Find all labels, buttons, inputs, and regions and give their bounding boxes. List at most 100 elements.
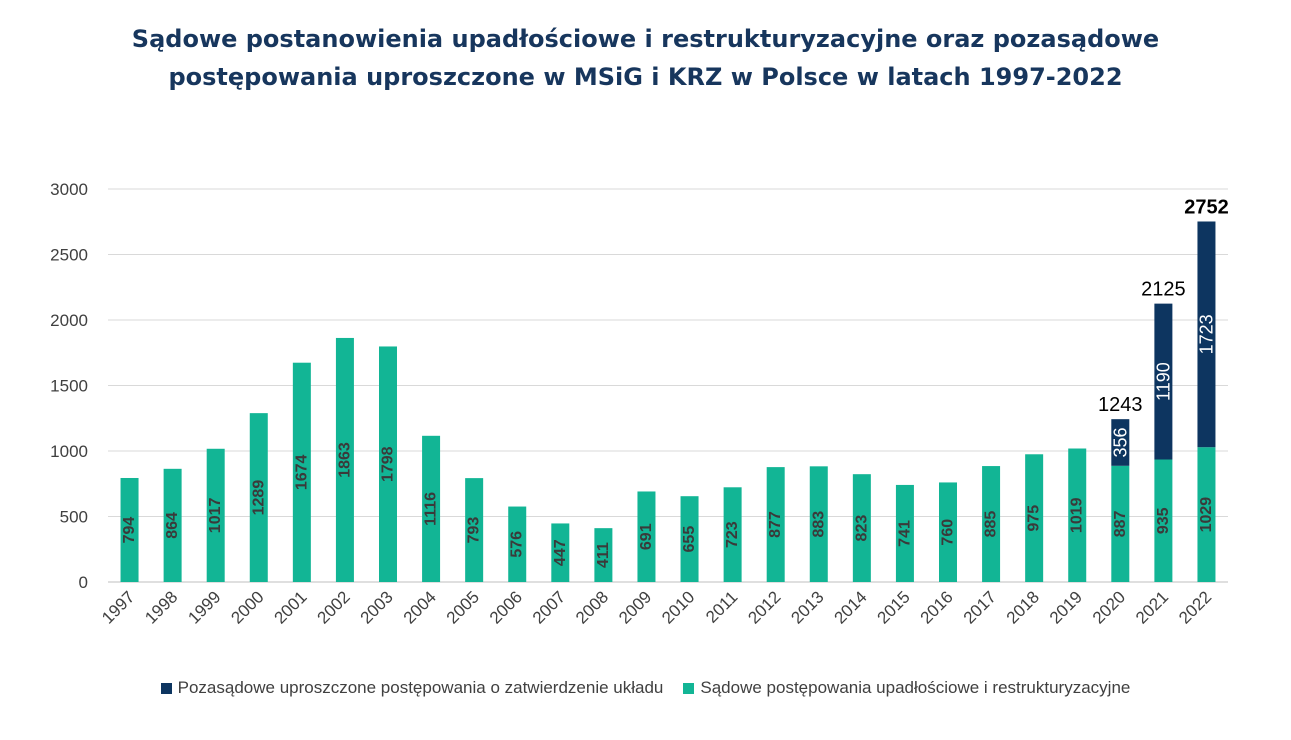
data-label-court: 741 <box>896 520 913 547</box>
data-label-court: 1289 <box>250 480 267 516</box>
bar-court <box>335 337 354 582</box>
bar-court <box>379 346 397 582</box>
x-tick-label: 2002 <box>314 587 354 627</box>
bar-court <box>508 506 527 582</box>
data-label-court: 447 <box>552 539 569 566</box>
data-label-court: 823 <box>853 515 870 542</box>
legend-label-court: Sądowe postępowania upadłościowe i restr… <box>700 678 1131 697</box>
data-label-court: 655 <box>681 526 698 553</box>
x-tick-label: 2006 <box>486 587 526 627</box>
data-label-court: 935 <box>1155 507 1172 534</box>
bar-court <box>594 528 613 582</box>
data-label-court: 883 <box>810 511 827 538</box>
bar-court <box>766 467 785 582</box>
bar-court <box>637 491 656 582</box>
y-tick-label: 3000 <box>50 180 88 199</box>
bar-court <box>852 474 871 582</box>
bar-court <box>982 466 1001 582</box>
bar-chart: 0 500 1000 1500 2000 2500 3000 794 864 1017 1289 1… <box>50 180 1229 628</box>
x-tick-label: 2000 <box>227 587 267 627</box>
bar-court <box>723 487 742 582</box>
bar-court <box>206 448 225 582</box>
data-label-court: 1019 <box>1069 497 1086 533</box>
y-tick-label: 2500 <box>50 246 88 265</box>
x-tick-label: 2016 <box>917 587 957 627</box>
legend-item-out-of-court[interactable]: Pozasądowe uproszczone postępowania o za… <box>160 678 664 698</box>
y-tick-label: 500 <box>60 508 88 527</box>
data-label-court: 1029 <box>1198 497 1215 533</box>
data-label-court: 691 <box>638 523 655 550</box>
x-tick-label: 2001 <box>270 587 310 627</box>
data-label-court: 1116 <box>423 492 440 526</box>
bars: 794 864 1017 1289 1674 1863 1798 1116 793 576 447 4… <box>120 196 1229 582</box>
x-tick-label: 2011 <box>702 587 741 626</box>
bar-court <box>680 496 699 582</box>
data-label-court: 1674 <box>293 454 310 490</box>
data-label-out-of-court: 356 <box>1110 427 1130 457</box>
x-tick-label: 2013 <box>787 587 827 627</box>
legend-label-out-of-court: Pozasądowe uproszczone postępowania o za… <box>177 678 664 697</box>
x-tick-label: 2022 <box>1175 587 1215 627</box>
x-tick-label: 2009 <box>615 587 655 627</box>
x-tick-label: 2003 <box>357 587 397 627</box>
data-label-court: 1798 <box>380 446 397 482</box>
total-label: 2125 <box>1141 279 1186 301</box>
x-tick-label: 2021 <box>1132 587 1172 627</box>
bar-court <box>1154 459 1173 582</box>
data-label-out-of-court: 1190 <box>1153 362 1173 401</box>
bar-out-of-court <box>1111 419 1130 466</box>
chart-title-line-2: postępowania uproszczone w MSiG i KRZ w … <box>168 63 1123 91</box>
legend-swatch-out-of-court <box>160 682 172 694</box>
x-tick-label: 1999 <box>184 587 224 627</box>
y-tick-label: 0 <box>79 573 88 592</box>
data-label-court: 885 <box>983 511 1000 538</box>
gridlines <box>108 188 1228 583</box>
bar-court <box>551 523 570 582</box>
total-label: 1243 <box>1098 394 1143 416</box>
x-tick-label: 2014 <box>830 587 870 627</box>
data-label-court: 411 <box>595 542 612 568</box>
bar-out-of-court <box>1197 221 1216 448</box>
total-label: 2752 <box>1184 196 1229 218</box>
x-tick-label: 2010 <box>658 587 698 627</box>
bar-out-of-court <box>1154 303 1173 460</box>
legend-swatch-court <box>683 682 695 694</box>
x-tick-label: 2018 <box>1003 587 1043 627</box>
x-tick-label: 2012 <box>744 587 784 627</box>
bar-court <box>465 478 484 582</box>
bar-court <box>120 477 139 582</box>
x-tick-label: 2020 <box>1089 587 1129 627</box>
bar-court <box>292 362 311 582</box>
x-tick-label: 2008 <box>572 587 612 627</box>
data-label-court: 1863 <box>336 442 353 478</box>
x-tick-label: 2005 <box>443 587 483 627</box>
data-label-out-of-court: 1723 <box>1196 314 1216 354</box>
bar-court <box>939 482 957 582</box>
y-tick-label: 2000 <box>50 311 88 330</box>
bar-court <box>1025 454 1044 582</box>
bar-court <box>895 484 914 582</box>
bar-court <box>1197 447 1216 582</box>
data-label-court: 723 <box>724 521 741 548</box>
y-tick-label: 1500 <box>50 377 88 396</box>
x-tick-label: 1998 <box>141 587 181 627</box>
data-label-court: 760 <box>940 519 957 546</box>
bar-court <box>249 413 268 582</box>
x-tick-label: 2017 <box>960 587 1000 627</box>
x-tick-label: 2004 <box>400 587 440 627</box>
x-tick-label: 2015 <box>874 587 914 627</box>
y-axis-ticks: 0 500 1000 1500 2000 2500 3000 <box>50 180 88 592</box>
data-label-court: 975 <box>1026 505 1043 532</box>
data-label-court: 576 <box>509 531 526 558</box>
data-label-court: 1017 <box>207 497 224 533</box>
legend: Pozasądowe uproszczone postępowania o za… <box>0 678 1291 698</box>
y-tick-label: 1000 <box>50 442 88 461</box>
legend-item-court[interactable]: Sądowe postępowania upadłościowe i restr… <box>683 678 1130 698</box>
bar-court <box>1111 465 1130 582</box>
bar-court <box>422 435 441 582</box>
data-label-court: 887 <box>1112 510 1129 537</box>
data-label-court: 864 <box>164 512 181 539</box>
x-tick-label: 2019 <box>1046 587 1086 627</box>
data-label-court: 794 <box>121 517 138 544</box>
data-label-court: 793 <box>466 517 483 544</box>
